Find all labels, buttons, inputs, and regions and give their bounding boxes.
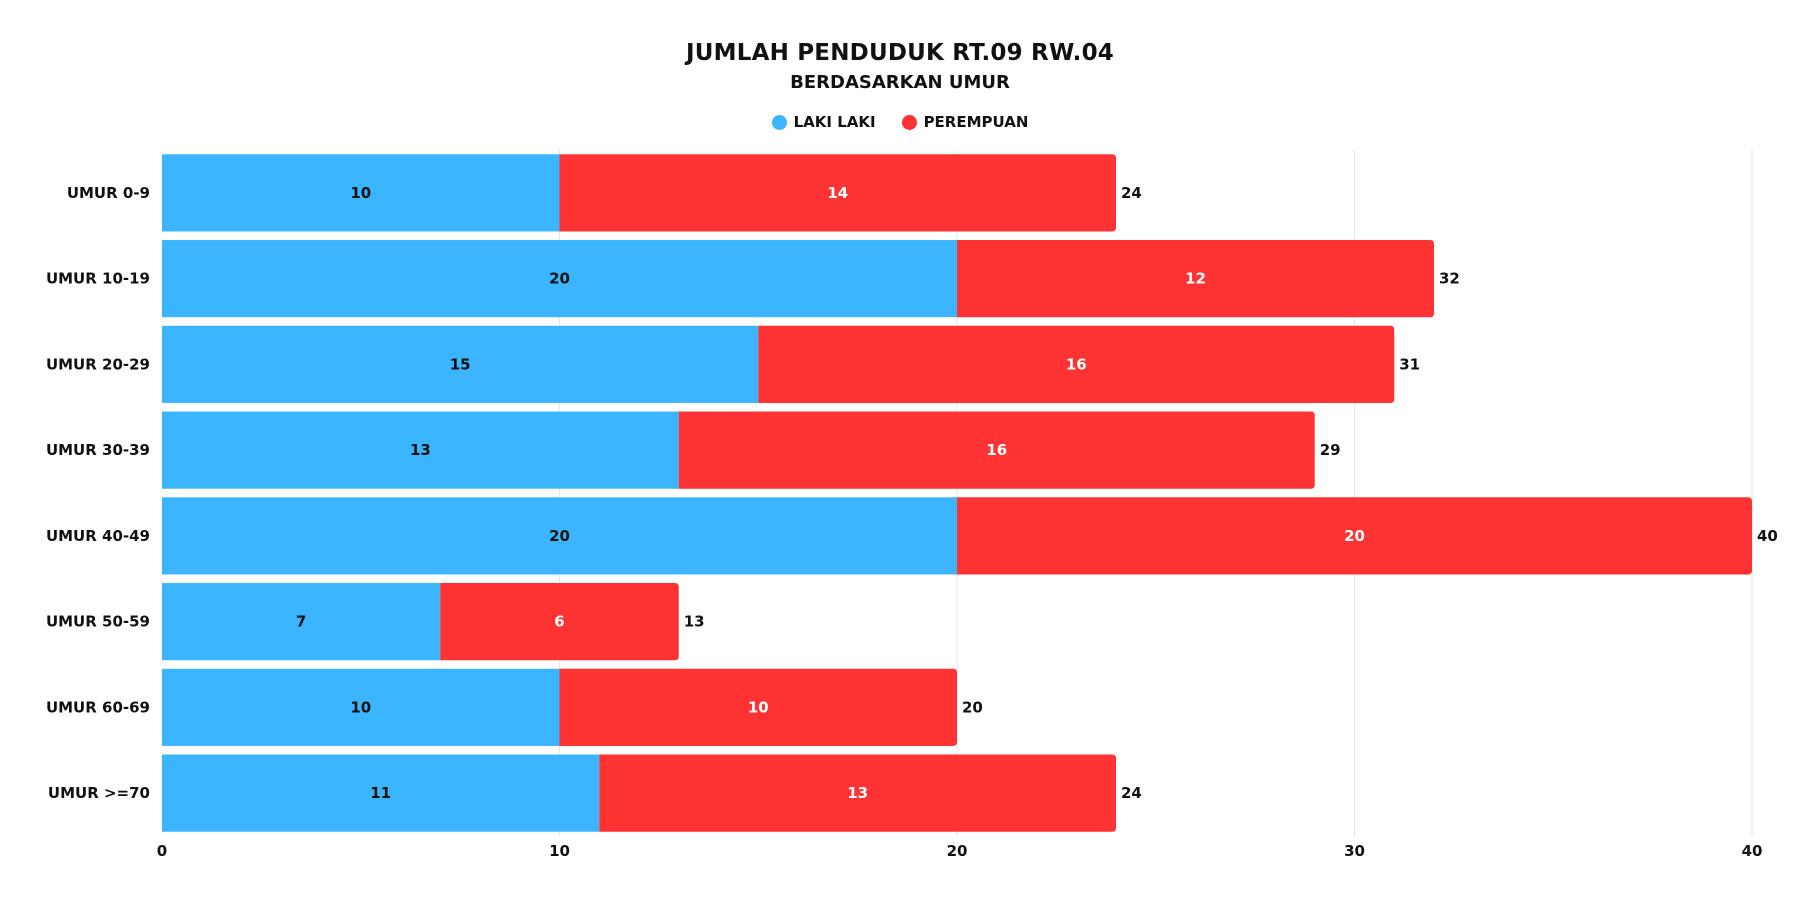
legend-swatch-perempuan xyxy=(901,114,917,130)
category-label: UMUR >=70 xyxy=(48,784,150,802)
category-label: UMUR 20-29 xyxy=(46,355,150,373)
bar-segment xyxy=(162,325,759,403)
bar-value-label: 20 xyxy=(549,270,570,288)
bar-value-label: 13 xyxy=(847,784,868,802)
bar-segment xyxy=(559,668,957,746)
category-label: UMUR 0-9 xyxy=(67,184,150,202)
bar-segment xyxy=(957,240,1434,318)
bar-segment xyxy=(957,497,1752,575)
bar-total-label: 40 xyxy=(1757,527,1778,545)
bar-segment xyxy=(162,754,600,832)
bar-segment xyxy=(162,154,560,232)
legend-item-laki-laki[interactable]: LAKI LAKI xyxy=(771,113,876,131)
bar-segment xyxy=(678,411,1315,489)
category-label: UMUR 10-19 xyxy=(46,270,150,288)
x-tick-label: 20 xyxy=(947,842,968,860)
bar-total-label: 24 xyxy=(1121,184,1142,202)
bar-value-label: 10 xyxy=(350,698,371,716)
bar-total-label: 13 xyxy=(684,613,705,631)
bar-segment xyxy=(599,754,1116,832)
bar-segment xyxy=(162,240,957,318)
bar-value-label: 10 xyxy=(748,698,769,716)
category-label: UMUR 40-49 xyxy=(46,527,150,545)
bar-total-label: 32 xyxy=(1439,270,1460,288)
bar-segment xyxy=(162,583,441,661)
legend-label-perempuan: PEREMPUAN xyxy=(923,113,1029,131)
bar-total-label: 29 xyxy=(1320,441,1341,459)
legend: LAKI LAKI PEREMPUAN xyxy=(0,113,1800,131)
bar-segment xyxy=(162,411,679,489)
x-tick-label: 0 xyxy=(157,842,167,860)
bar-value-label: 20 xyxy=(1344,527,1365,545)
bar-value-label: 7 xyxy=(296,613,306,631)
x-tick-label: 10 xyxy=(549,842,570,860)
bar-value-label: 6 xyxy=(554,613,564,631)
bar-segment xyxy=(559,154,1116,232)
bar-value-label: 20 xyxy=(549,527,570,545)
legend-item-perempuan[interactable]: PEREMPUAN xyxy=(901,113,1029,131)
bar-value-label: 14 xyxy=(827,184,848,202)
category-label: UMUR 50-59 xyxy=(46,613,150,631)
bar-segment xyxy=(162,497,957,575)
bar-total-label: 24 xyxy=(1121,784,1142,802)
category-label: UMUR 60-69 xyxy=(46,698,150,716)
chart-subtitle: BERDASARKAN UMUR xyxy=(790,72,1010,93)
bar-value-label: 16 xyxy=(1066,355,1087,373)
chart-title: JUMLAH PENDUDUK RT.09 RW.04 xyxy=(686,40,1114,66)
bar-value-label: 12 xyxy=(1185,270,1206,288)
x-tick-label: 30 xyxy=(1344,842,1365,860)
legend-label-laki-laki: LAKI LAKI xyxy=(793,113,876,131)
bar-value-label: 13 xyxy=(410,441,431,459)
bar-value-label: 15 xyxy=(450,355,471,373)
category-label: UMUR 30-39 xyxy=(46,441,150,459)
bar-value-label: 11 xyxy=(370,784,391,802)
bar-segment xyxy=(440,583,679,661)
bar-total-label: 20 xyxy=(962,698,983,716)
bar-segment xyxy=(162,668,560,746)
legend-swatch-laki-laki xyxy=(771,114,787,130)
bar-total-label: 31 xyxy=(1399,355,1420,373)
x-tick-label: 40 xyxy=(1742,842,1763,860)
bar-segment xyxy=(758,325,1395,403)
bar-value-label: 16 xyxy=(986,441,1007,459)
bar-value-label: 10 xyxy=(350,184,371,202)
